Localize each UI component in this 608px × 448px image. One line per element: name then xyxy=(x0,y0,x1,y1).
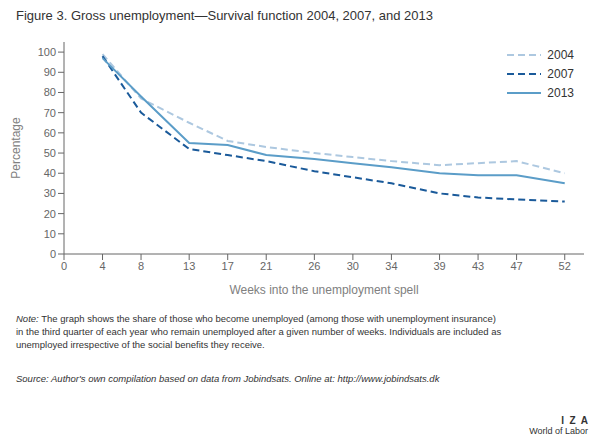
html-text:World of Labor: World of Labor xyxy=(529,426,588,436)
svg-text:10: 10 xyxy=(44,228,56,240)
svg-text:30: 30 xyxy=(44,187,56,199)
html-text:2004: 2004 xyxy=(547,48,574,62)
svg-text:30: 30 xyxy=(347,260,359,272)
svg-text:0: 0 xyxy=(50,248,56,260)
svg-text:34: 34 xyxy=(385,260,397,272)
html-text:I Z A: I Z A xyxy=(561,415,588,426)
svg-text:Percentage: Percentage xyxy=(9,117,23,179)
html-text:Source: Author's own compilati: Source: Author's own compilation based o… xyxy=(16,373,440,384)
html-text:Note: The graph shows the shar: Note: The graph shows the share of those… xyxy=(16,313,502,350)
html-text:Figure 3. Gross unemployment—S: Figure 3. Gross unemployment—Survival fu… xyxy=(16,8,433,23)
svg-text:20: 20 xyxy=(44,208,56,220)
svg-text:Weeks into the unemployment sp: Weeks into the unemployment spell xyxy=(229,283,418,297)
svg-text:50: 50 xyxy=(44,147,56,159)
svg-text:80: 80 xyxy=(44,86,56,98)
svg-text:52: 52 xyxy=(559,260,571,272)
svg-text:17: 17 xyxy=(222,260,234,272)
svg-text:4: 4 xyxy=(99,260,105,272)
html-text:2007: 2007 xyxy=(547,67,574,81)
svg-text:0: 0 xyxy=(61,260,67,272)
svg-text:60: 60 xyxy=(44,127,56,139)
svg-text:21: 21 xyxy=(260,260,272,272)
svg-text:39: 39 xyxy=(433,260,445,272)
svg-text:100: 100 xyxy=(38,46,56,58)
svg-text:90: 90 xyxy=(44,66,56,78)
html-text:2013: 2013 xyxy=(547,86,574,100)
svg-text:8: 8 xyxy=(138,260,144,272)
svg-text:40: 40 xyxy=(44,167,56,179)
svg-text:43: 43 xyxy=(472,260,484,272)
svg-text:47: 47 xyxy=(510,260,522,272)
svg-text:13: 13 xyxy=(183,260,195,272)
svg-text:70: 70 xyxy=(44,107,56,119)
svg-text:26: 26 xyxy=(308,260,320,272)
